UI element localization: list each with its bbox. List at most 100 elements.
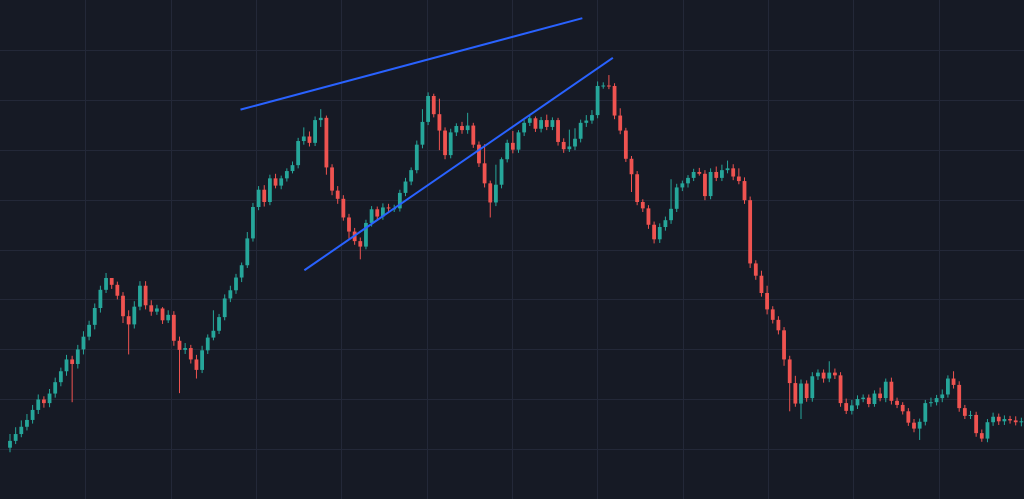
candle bbox=[618, 108, 623, 135]
candle-body bbox=[765, 293, 769, 310]
candle bbox=[985, 419, 990, 443]
candle bbox=[776, 316, 781, 335]
candle-body bbox=[25, 419, 29, 427]
candle-body bbox=[205, 337, 210, 351]
candle-body bbox=[946, 378, 950, 395]
candle-body bbox=[115, 284, 120, 296]
candle bbox=[47, 389, 52, 408]
candle bbox=[861, 394, 866, 403]
candle-body bbox=[917, 421, 922, 429]
candle bbox=[397, 189, 402, 212]
candle bbox=[1013, 416, 1018, 426]
candle-body bbox=[957, 384, 962, 409]
candle bbox=[138, 281, 142, 311]
candle-body bbox=[601, 85, 606, 87]
candle bbox=[403, 177, 408, 197]
candle bbox=[900, 402, 905, 415]
candle-body bbox=[539, 120, 543, 129]
candle bbox=[804, 380, 809, 402]
candle-body bbox=[703, 173, 707, 197]
trendlines bbox=[240, 17, 614, 272]
candle bbox=[968, 410, 973, 420]
candle bbox=[330, 164, 334, 196]
candle bbox=[375, 206, 380, 221]
candle bbox=[347, 213, 351, 240]
candle bbox=[725, 160, 730, 174]
candle bbox=[494, 164, 498, 207]
candle bbox=[471, 122, 476, 148]
candle-body bbox=[895, 400, 899, 405]
candle-body bbox=[454, 126, 459, 133]
candle bbox=[923, 399, 928, 426]
candle bbox=[443, 127, 447, 160]
candle-body bbox=[245, 238, 250, 266]
candle-body bbox=[991, 416, 995, 423]
candle-body bbox=[833, 372, 837, 376]
candle bbox=[522, 120, 527, 137]
candle-body bbox=[171, 314, 176, 341]
candle bbox=[482, 144, 487, 188]
candle-body bbox=[465, 125, 470, 131]
candle-body bbox=[607, 85, 611, 87]
candle-body bbox=[53, 382, 58, 394]
candle bbox=[866, 394, 871, 408]
candles bbox=[8, 75, 1024, 453]
candle-body bbox=[364, 222, 368, 247]
candle-body bbox=[443, 130, 447, 156]
candle bbox=[782, 327, 786, 366]
candle-body bbox=[420, 121, 425, 145]
candle-body bbox=[804, 383, 809, 399]
candle bbox=[245, 232, 250, 268]
candle-body bbox=[251, 207, 255, 239]
candle-body bbox=[160, 308, 165, 321]
candle bbox=[663, 216, 668, 231]
candle bbox=[1002, 415, 1007, 425]
candle bbox=[720, 164, 724, 182]
candle-body bbox=[143, 285, 148, 306]
candle-body bbox=[544, 120, 549, 127]
candle bbox=[635, 171, 640, 206]
candle-body bbox=[200, 350, 204, 370]
candle-body bbox=[556, 120, 560, 142]
candle bbox=[171, 311, 176, 346]
candle-body bbox=[929, 402, 933, 404]
candle bbox=[623, 127, 628, 162]
candle bbox=[883, 378, 888, 403]
lower-trendline[interactable] bbox=[303, 56, 614, 272]
candle bbox=[996, 413, 1001, 425]
candle-body bbox=[1013, 420, 1018, 423]
candle-body bbox=[183, 348, 188, 350]
candle bbox=[567, 129, 572, 152]
candle bbox=[731, 164, 736, 181]
upper-trendline[interactable] bbox=[240, 17, 583, 111]
candle bbox=[307, 131, 312, 147]
candle bbox=[770, 306, 775, 324]
candle-body bbox=[550, 120, 555, 127]
candle bbox=[64, 354, 69, 376]
candle-body bbox=[448, 132, 453, 156]
candle-body bbox=[522, 122, 527, 133]
candle bbox=[652, 221, 656, 244]
candle bbox=[844, 398, 849, 415]
candle-body bbox=[872, 393, 877, 405]
candle-body bbox=[211, 330, 216, 338]
candle-body bbox=[714, 171, 719, 178]
candle bbox=[87, 320, 91, 341]
candle bbox=[335, 186, 340, 204]
candle-body bbox=[889, 381, 894, 401]
candle bbox=[510, 131, 515, 154]
candle bbox=[742, 177, 747, 204]
candle-body bbox=[177, 340, 182, 350]
candle bbox=[420, 109, 425, 149]
candle bbox=[657, 223, 662, 243]
candle bbox=[211, 310, 216, 341]
candle bbox=[787, 355, 792, 412]
candle-body bbox=[188, 348, 193, 360]
candle-body bbox=[36, 399, 41, 410]
candle-body bbox=[748, 200, 753, 264]
candle bbox=[765, 285, 769, 315]
candle-body bbox=[776, 319, 781, 331]
candle-body bbox=[646, 208, 651, 225]
candle-body bbox=[691, 171, 696, 178]
